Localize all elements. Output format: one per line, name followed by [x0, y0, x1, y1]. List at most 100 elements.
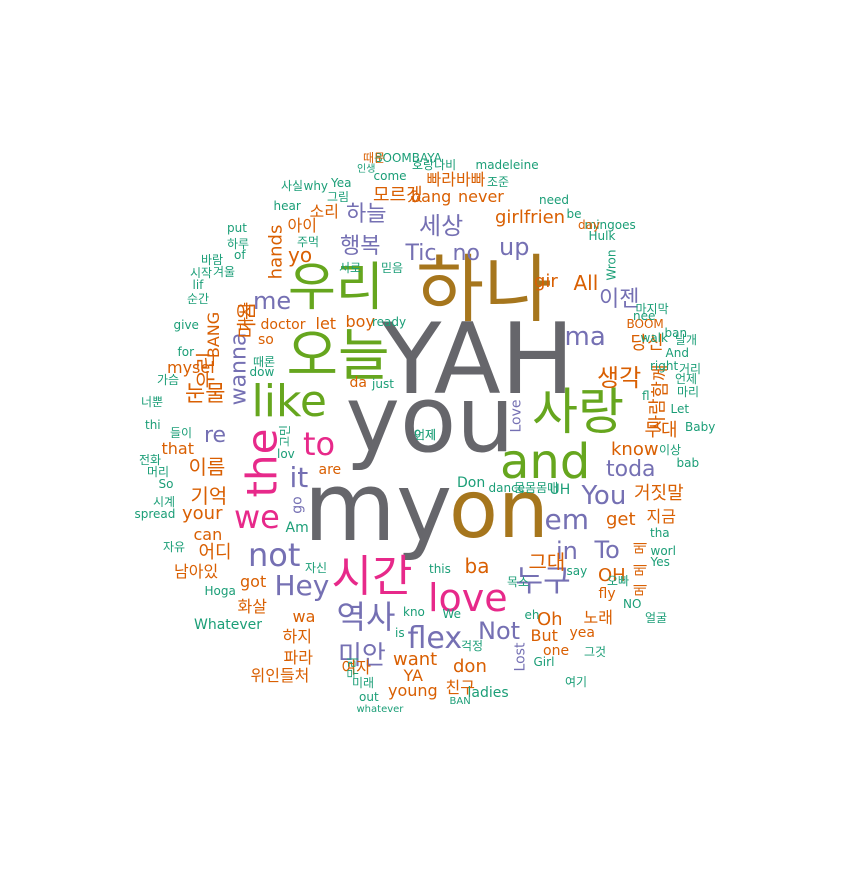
word-2: my: [303, 452, 453, 563]
word-129: 마지막: [635, 302, 669, 316]
word-148: 그림: [327, 190, 350, 204]
word-88: doctor: [260, 317, 306, 333]
word-170: 고민: [278, 424, 293, 448]
word-132: Wron: [603, 249, 618, 281]
word-58: 당신: [630, 333, 664, 354]
word-126: walk: [640, 331, 668, 345]
word-119: Let: [670, 402, 690, 416]
word-94: BANG: [204, 311, 224, 359]
word-26: Not: [478, 617, 521, 645]
word-8: and: [500, 434, 591, 490]
word-92: that: [161, 439, 195, 458]
word-171: 전화: [139, 453, 162, 467]
word-113: tha: [650, 526, 670, 540]
word-95: 가사: [236, 302, 256, 332]
word-163: 때론: [253, 355, 276, 369]
word-156: 시작: [190, 266, 213, 280]
word-122: 마리: [677, 385, 700, 399]
word-128: 날개: [675, 333, 698, 347]
word-183: say: [566, 564, 588, 578]
word-62: know: [611, 439, 659, 460]
word-200: 이제: [414, 428, 437, 442]
word-193: BAN: [449, 696, 471, 707]
word-102: Whatever: [194, 617, 263, 633]
word-142: 인생: [357, 164, 376, 175]
word-105: fly: [598, 586, 616, 602]
word-151: 주먹: [297, 235, 320, 249]
word-57: never: [458, 187, 504, 206]
word-55: 빠라바빠: [426, 170, 486, 189]
word-136: need: [539, 193, 569, 207]
word-99: Don: [457, 475, 486, 491]
word-90: so: [258, 332, 274, 348]
word-112: 오빠: [607, 574, 630, 588]
word-44: 기억: [190, 484, 228, 508]
word-143: come: [373, 169, 407, 183]
word-166: just: [372, 377, 394, 391]
word-178: 자신: [305, 561, 328, 575]
word-67: ba: [464, 554, 490, 578]
word-108: 메: [632, 563, 649, 577]
word-68: OH: [598, 565, 626, 586]
word-13: 시간: [331, 551, 413, 602]
word-23: You: [581, 481, 627, 511]
word-48: hands: [264, 224, 286, 280]
word-187: 걱정: [461, 639, 484, 653]
word-16: it: [289, 461, 309, 494]
word-64: get: [606, 509, 636, 530]
word-35: 세상: [419, 212, 464, 240]
word-130: nee: [633, 309, 656, 323]
word-32: wanna: [225, 332, 251, 406]
word-188: Girl: [533, 655, 555, 669]
word-196: 몸몸몸매: [514, 481, 559, 495]
word-134: day: [578, 218, 601, 232]
word-27: toda: [606, 457, 656, 482]
word-120: fl: [642, 389, 650, 403]
word-199: 언제: [414, 428, 437, 442]
word-169: 들이: [170, 426, 193, 440]
word-33: 생각: [597, 364, 642, 392]
word-124: And: [665, 346, 689, 360]
word-19: 미안: [338, 641, 386, 671]
word-180: this: [429, 562, 451, 576]
word-154: 바람: [201, 253, 224, 267]
word-76: young: [388, 681, 438, 700]
word-194: whatever: [356, 704, 404, 715]
word-21: 누구: [515, 564, 571, 599]
word-147: hear: [273, 199, 301, 213]
word-78: 파라: [283, 648, 313, 667]
word-118: Baby: [685, 420, 716, 434]
word-53: girlfrien: [495, 207, 566, 228]
word-141: 때문: [363, 151, 386, 165]
word-73: But: [530, 626, 558, 645]
word-185: We: [442, 607, 462, 621]
word-172: lov: [277, 447, 295, 461]
word-189: 여기: [565, 675, 588, 689]
word-155: of: [234, 248, 246, 262]
word-109: 메: [632, 583, 649, 597]
word-43: 이름: [188, 455, 226, 479]
word-81: 화살: [237, 597, 267, 616]
word-114: worl: [650, 544, 676, 558]
word-182: 목소: [507, 575, 530, 589]
word-28: ma: [564, 322, 606, 352]
word-79: 하지: [282, 627, 312, 646]
word-18: flex: [407, 621, 463, 656]
word-133: Hulk: [588, 229, 616, 243]
word-61: 무대: [644, 420, 678, 441]
word-167: 너뿐: [141, 395, 164, 409]
word-131: mingoes: [584, 218, 636, 232]
word-12: we: [234, 498, 280, 536]
word-25: To: [594, 536, 620, 564]
word-83: 남아있: [174, 562, 219, 581]
word-66: 그대: [528, 550, 566, 574]
word-87: boy: [345, 312, 375, 331]
word-144: Yea: [331, 176, 352, 190]
word-110: 얼굴: [645, 611, 668, 625]
word-72: don: [453, 656, 487, 677]
word-46: your: [182, 503, 223, 524]
word-125: right: [650, 359, 679, 373]
word-176: spread: [134, 507, 176, 521]
word-63: 거짓말: [634, 483, 684, 504]
